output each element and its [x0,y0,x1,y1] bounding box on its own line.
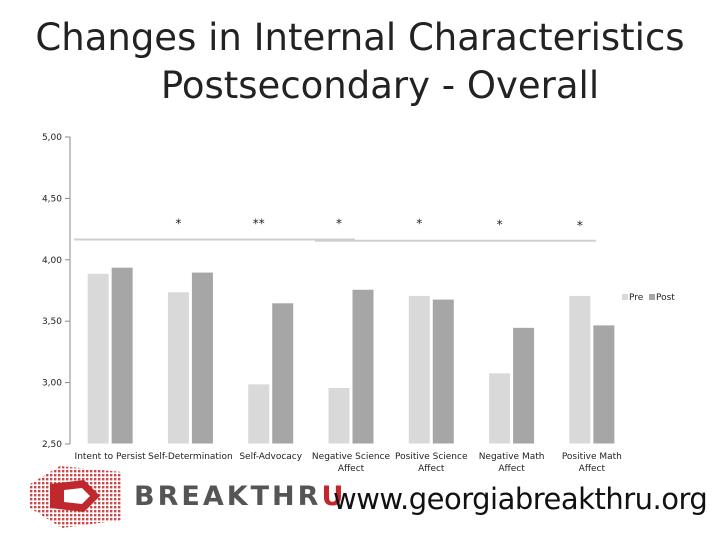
bar-post [592,324,616,445]
significance-mark: * [336,216,342,230]
bar-pre [568,294,592,445]
bar-post [512,326,536,445]
category-label: Affect [579,464,606,474]
category-label: Negative Math [479,452,545,462]
category-label: Intent to Persist [75,452,147,462]
bar-pre [407,294,431,445]
y-tick-label: 5,00 [42,133,62,143]
bar-post [110,266,134,445]
bar-pre [247,383,271,445]
title-line-1: Changes in Internal Characteristics [35,16,685,59]
significance-mark: * [416,216,422,230]
bar-post [271,302,295,445]
category-label: Self-Advocacy [239,452,302,462]
title-line-2: Postsecondary - Overall [160,64,600,107]
bar-post [431,298,455,445]
significance-mark: * [577,219,583,233]
category-label: Affect [418,464,445,474]
y-tick-label: 4,50 [42,194,62,204]
y-tick-label: 3,00 [42,379,62,389]
y-tick-label: 3,50 [42,317,62,327]
brand-name: BREAKTHRU [134,481,347,512]
category-label: Affect [338,464,365,474]
category-label: Affect [498,464,525,474]
significance-mark: ** [253,216,265,230]
website-url: www.georgiabreakthru.org [333,482,708,516]
legend-swatch-pre [622,294,628,300]
y-tick-label: 4,00 [42,256,62,266]
category-label: Positive Math [562,452,622,462]
bar-pre [488,372,512,445]
legend-swatch-post [649,294,655,300]
y-tick-label: 2,50 [42,440,62,450]
breakthru-logo-icon [30,466,122,528]
legend-label-post: Post [656,293,675,303]
category-label: Positive Science [395,452,468,462]
bar-pre [166,291,190,445]
page-title: Changes in Internal Characteristics Post… [0,14,720,110]
bar-post [351,288,375,445]
bar-pre [86,272,110,445]
breakthru-logo: BREAKTHRU [22,462,343,532]
significance-mark: * [175,216,181,230]
category-label: Self-Determination [148,452,232,462]
significance-mark: * [497,218,503,232]
bar-pre [327,387,351,445]
legend-label-pre: Pre [629,293,644,303]
category-label: Negative Science [312,452,391,462]
bar-post [190,271,214,445]
